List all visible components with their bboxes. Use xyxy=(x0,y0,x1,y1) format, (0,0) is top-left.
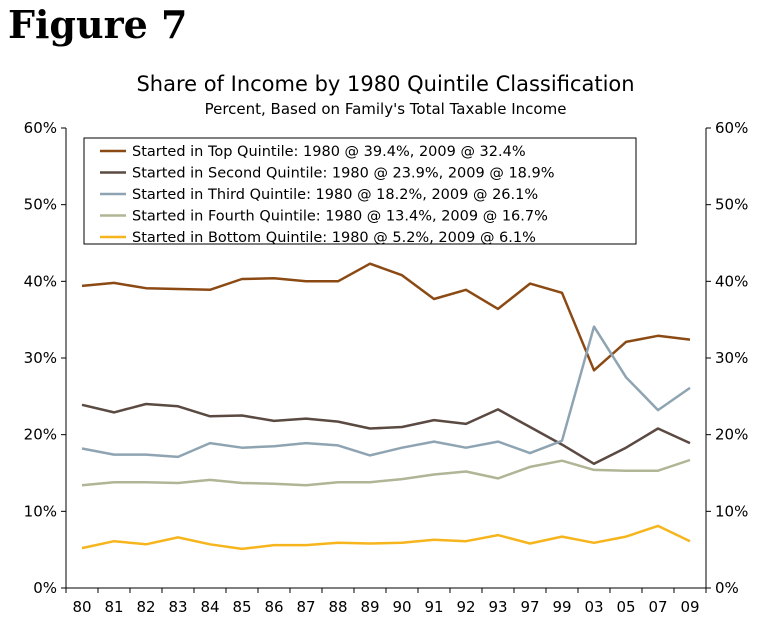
series-line-4 xyxy=(81,458,691,487)
y-tick-label-right: 10% xyxy=(715,502,748,520)
x-tick-label: 93 xyxy=(488,598,507,616)
legend-entry: Started in Fourth Quintile: 1980 @ 13.4%… xyxy=(132,209,548,225)
y-tick-label-right: 0% xyxy=(715,579,739,597)
y-tick-label-left: 50% xyxy=(24,196,57,214)
figure-label: Figure 7 xyxy=(8,2,188,47)
x-tick-label: 88 xyxy=(328,598,347,616)
y-tick-label-right: 20% xyxy=(715,426,748,444)
legend-entry: Started in Third Quintile: 1980 @ 18.2%,… xyxy=(132,187,538,203)
legend-entry: Started in Bottom Quintile: 1980 @ 5.2%,… xyxy=(132,230,536,246)
series-lines xyxy=(81,262,691,551)
y-tick-label-right: 30% xyxy=(715,349,748,367)
x-tick-label: 97 xyxy=(520,598,539,616)
x-tick-label: 80 xyxy=(72,598,91,616)
x-tick-label: 89 xyxy=(360,598,379,616)
x-tick-label: 84 xyxy=(200,598,219,616)
x-tick-label: 81 xyxy=(104,598,123,616)
y-axis-right: 0% 10% 20% 30% 40% 50% 60% xyxy=(706,119,748,597)
series-line-1 xyxy=(81,262,691,372)
legend: Started in Top Quintile: 1980 @ 39.4%, 2… xyxy=(83,137,637,246)
legend-entry: Started in Top Quintile: 1980 @ 39.4%, 2… xyxy=(132,144,526,160)
y-axis-left: 0% 10% 20% 30% 40% 50% 60% xyxy=(24,119,66,597)
x-tick-label: 86 xyxy=(264,598,283,616)
y-tick-label-right: 60% xyxy=(715,119,748,137)
x-tick-label: 90 xyxy=(392,598,411,616)
x-tick-label: 99 xyxy=(552,598,571,616)
series-line-2 xyxy=(81,402,691,466)
y-tick-label-left: 30% xyxy=(24,349,57,367)
chart-title: Share of Income by 1980 Quintile Classif… xyxy=(136,72,635,96)
y-tick-label-left: 20% xyxy=(24,426,57,444)
series-line-5 xyxy=(81,524,691,551)
x-tick-label: 87 xyxy=(296,598,315,616)
y-tick-label-left: 10% xyxy=(24,502,57,520)
x-axis: 80 81 82 83 84 85 86 87 88 89 90 91 92 93 97 99 03 05 07 09 xyxy=(65,588,707,616)
x-tick-label: 83 xyxy=(168,598,187,616)
x-tick-label: 82 xyxy=(136,598,155,616)
x-tick-label: 09 xyxy=(680,598,699,616)
x-tick-label: 07 xyxy=(648,598,667,616)
y-tick-label-left: 40% xyxy=(24,272,57,290)
y-tick-label-right: 40% xyxy=(715,272,748,290)
x-tick-label: 91 xyxy=(424,598,443,616)
y-tick-label-right: 50% xyxy=(715,196,748,214)
x-tick-label: 85 xyxy=(232,598,251,616)
legend-entry: Started in Second Quintile: 1980 @ 23.9%… xyxy=(132,166,555,182)
x-tick-label: 03 xyxy=(584,598,603,616)
chart-subtitle: Percent, Based on Family's Total Taxable… xyxy=(204,100,567,118)
y-tick-label-left: 0% xyxy=(33,579,57,597)
x-tick-label: 92 xyxy=(456,598,475,616)
legend-box xyxy=(83,137,637,245)
series-line-3 xyxy=(81,325,691,459)
x-tick-label: 05 xyxy=(616,598,635,616)
y-tick-label-left: 60% xyxy=(24,119,57,137)
